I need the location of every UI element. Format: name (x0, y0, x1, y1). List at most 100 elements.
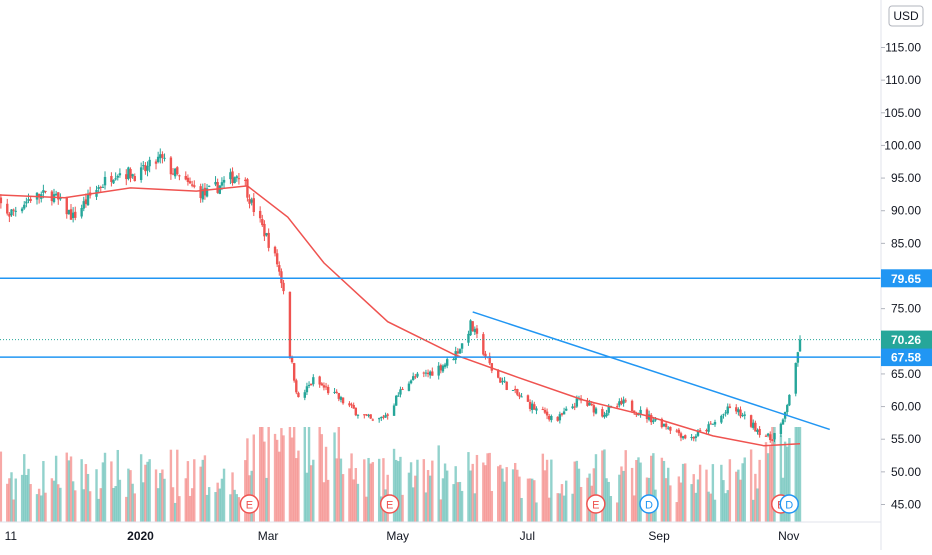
volume-bar (749, 449, 753, 522)
volume-bar (501, 468, 504, 522)
candle-body (431, 371, 434, 376)
candle-body (37, 194, 41, 198)
candle-body (422, 372, 426, 374)
candle-body (592, 405, 596, 413)
volume-bar (114, 486, 117, 522)
candle-body (473, 328, 477, 333)
volume-bar (794, 427, 797, 522)
earnings-marker[interactable]: E (239, 494, 260, 514)
candle-body (110, 175, 113, 182)
volume-bar (305, 472, 309, 522)
volume-bar (692, 474, 695, 522)
candle-body (237, 178, 241, 180)
volume-bar (773, 427, 776, 522)
volume-bar (664, 478, 668, 522)
candle-body (348, 403, 351, 406)
candle-body (280, 271, 283, 284)
volume-bar (312, 459, 315, 522)
candle-body (654, 418, 657, 421)
candle-body (514, 389, 517, 391)
event-marker-circle (586, 494, 606, 514)
candle-body (250, 199, 253, 203)
volume-bar (67, 460, 71, 522)
volume-bar (382, 458, 385, 522)
candle-body (12, 209, 15, 211)
candle-body (739, 409, 742, 417)
volume-bar (44, 492, 47, 522)
candle-body (594, 408, 598, 414)
volume-bar (490, 490, 494, 522)
time-axis[interactable]: 11 2020 Mar May Jul Sep Nov (5, 529, 800, 543)
candle-body (548, 415, 551, 420)
candle-body (562, 411, 566, 415)
volume-bar (722, 480, 725, 522)
trend-line[interactable] (472, 311, 830, 431)
dividend-marker[interactable]: D (779, 494, 799, 514)
volume-bar (601, 450, 604, 522)
candle-body (8, 213, 11, 217)
event-marker-label: E (592, 500, 599, 512)
volume-bar (326, 479, 330, 522)
volume-bar (677, 476, 681, 522)
price-tick-label: 105.00 (884, 106, 921, 120)
volume-bar (497, 466, 500, 522)
candle-body (696, 431, 700, 436)
volume-bar (369, 463, 372, 522)
event-markers[interactable]: EEEEDED (0, 494, 799, 514)
candle-body (722, 414, 725, 416)
level-price-label[interactable]: 79.65 (881, 269, 932, 288)
level-price-label-text: 79.65 (891, 272, 921, 286)
candle-body (766, 433, 770, 436)
volume-bar (193, 459, 196, 522)
level-price-label[interactable]: 67.58 (881, 348, 932, 367)
candle-body (556, 416, 559, 421)
volume-bar (675, 502, 678, 522)
volume-bar (724, 493, 727, 522)
volume-bar (258, 427, 262, 522)
candle-body (475, 328, 479, 334)
volume-bar (505, 467, 508, 522)
volume-bar (562, 495, 566, 522)
candle-body (452, 358, 455, 361)
dividend-marker[interactable]: D (639, 494, 659, 514)
volume-bar (441, 478, 445, 522)
candle-body (484, 353, 487, 357)
currency-badge[interactable]: USD (888, 5, 924, 27)
earnings-marker[interactable]: E (379, 494, 400, 514)
volume-bar (40, 495, 43, 522)
volume-bar (520, 497, 523, 522)
price-axis[interactable]: 115.00110.00105.00100.0095.0090.0085.008… (881, 41, 932, 512)
candle-body (460, 343, 464, 349)
volume-bar (428, 475, 432, 522)
volume-bar (333, 432, 336, 522)
volume-bar (460, 490, 464, 522)
volume-bar (635, 460, 638, 522)
volume-bar (163, 478, 166, 522)
volume-bar (350, 453, 353, 522)
volume-bar (754, 473, 757, 522)
volume-bar (86, 473, 90, 522)
drawn-lines[interactable] (0, 277, 881, 431)
candle-body (307, 384, 311, 386)
candle-body (769, 434, 772, 441)
volume-bar (771, 427, 774, 522)
volume-bar (482, 462, 485, 522)
price-tick-label: 95.00 (891, 171, 921, 185)
earnings-marker[interactable]: E (586, 494, 606, 514)
volume-bar (594, 454, 598, 522)
candle-body (71, 212, 75, 218)
volume-bar (363, 459, 366, 522)
volume-bar (516, 469, 519, 522)
volume-bar (503, 481, 506, 522)
candle-body (590, 403, 593, 405)
last-price-label[interactable]: 70.26 (881, 330, 932, 349)
candle-body (505, 381, 508, 390)
candle-body (146, 165, 149, 171)
volume-bar (282, 435, 285, 522)
volume-bar (118, 479, 122, 522)
volume-bar (80, 459, 83, 522)
volume-bar (74, 490, 77, 522)
volume-bar (735, 471, 738, 522)
